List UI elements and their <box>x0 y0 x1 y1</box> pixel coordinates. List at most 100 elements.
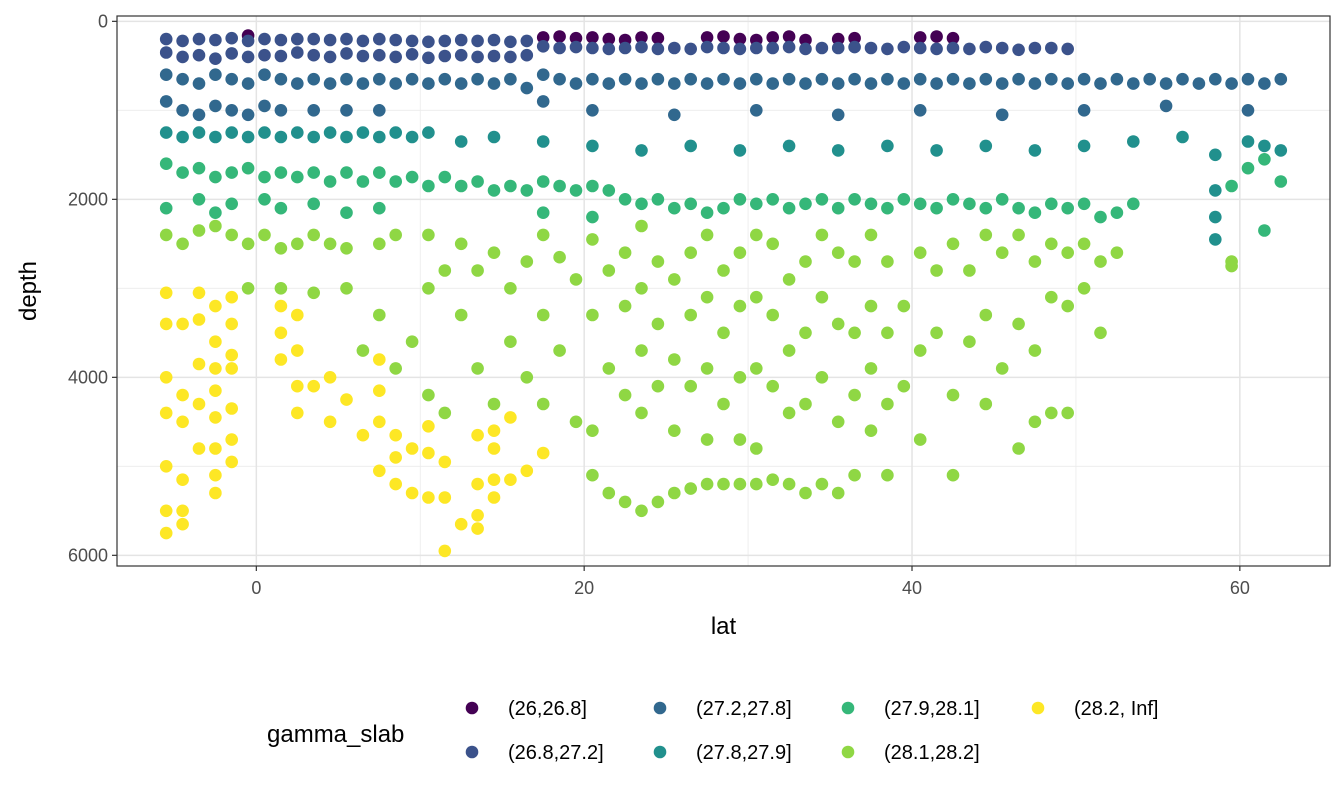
data-point <box>864 197 878 211</box>
data-point <box>930 201 943 215</box>
data-point <box>274 326 288 340</box>
data-point <box>340 166 353 179</box>
data-point <box>438 264 452 277</box>
data-point <box>766 41 779 55</box>
data-point <box>831 246 845 259</box>
data-point <box>815 290 829 304</box>
data-point <box>307 228 321 242</box>
data-point <box>356 428 370 442</box>
data-point <box>569 31 583 45</box>
data-point <box>1258 139 1271 153</box>
data-point <box>651 255 665 268</box>
data-point <box>881 72 894 86</box>
data-point <box>668 486 681 500</box>
data-point <box>733 371 747 384</box>
x-axis-ticks: 0 20 40 60 <box>251 566 1250 598</box>
data-point <box>979 72 993 86</box>
data-point <box>176 473 189 487</box>
data-point <box>504 282 517 295</box>
data-point <box>192 357 206 371</box>
data-point <box>602 32 616 46</box>
data-point <box>864 41 878 55</box>
data-point <box>881 201 894 215</box>
data-point <box>848 388 861 402</box>
data-point <box>864 299 878 313</box>
data-point <box>602 77 616 90</box>
data-point <box>1028 344 1042 357</box>
data-point <box>913 72 927 86</box>
data-point <box>159 201 173 215</box>
data-point <box>323 371 337 384</box>
data-point <box>487 397 501 411</box>
data-point <box>1061 77 1074 90</box>
data-point <box>586 424 599 438</box>
data-point <box>422 77 435 90</box>
data-point <box>291 46 304 59</box>
data-point <box>487 246 501 259</box>
data-point <box>848 40 861 54</box>
data-point <box>1045 290 1058 304</box>
data-point <box>274 242 288 255</box>
data-point <box>586 72 599 86</box>
data-point <box>766 193 779 206</box>
data-point <box>750 41 763 55</box>
y-tick-label: 2000 <box>68 189 108 209</box>
data-point <box>274 49 288 63</box>
data-point <box>373 72 386 86</box>
y-tick-label: 4000 <box>68 367 108 387</box>
data-point <box>1274 175 1288 188</box>
data-point <box>553 344 566 357</box>
data-point <box>995 362 1009 375</box>
data-point <box>750 228 763 242</box>
data-point <box>618 299 632 313</box>
data-point <box>1028 77 1042 90</box>
data-point <box>881 255 894 268</box>
data-point <box>782 344 796 357</box>
data-point <box>471 509 484 522</box>
data-point <box>946 72 960 86</box>
data-point <box>1012 317 1025 331</box>
data-point <box>307 32 321 46</box>
data-point <box>389 126 403 139</box>
data-point <box>274 72 288 86</box>
data-point <box>225 166 238 179</box>
data-point <box>897 379 911 393</box>
data-point <box>487 491 501 504</box>
data-point <box>635 144 648 157</box>
data-point <box>373 166 386 179</box>
data-point <box>717 477 730 491</box>
data-point <box>553 250 566 264</box>
data-point <box>651 193 665 206</box>
data-point <box>291 170 304 184</box>
data-point <box>536 40 550 53</box>
data-point <box>1159 77 1173 90</box>
data-point <box>569 184 583 197</box>
data-point <box>209 52 222 65</box>
data-point <box>995 108 1009 122</box>
data-point <box>766 473 779 487</box>
data-point <box>225 290 238 304</box>
data-point <box>946 468 960 482</box>
data-point <box>979 397 993 411</box>
data-point <box>471 362 484 375</box>
data-point <box>930 30 943 43</box>
data-point <box>504 72 517 86</box>
data-point <box>258 48 271 62</box>
data-point <box>274 33 288 47</box>
data-point <box>750 104 763 117</box>
data-point <box>536 95 550 108</box>
legend-label: (28.1,28.2] <box>884 742 980 764</box>
data-point <box>176 166 189 179</box>
data-point <box>504 50 517 64</box>
data-point <box>602 362 616 375</box>
data-point <box>1077 197 1091 211</box>
data-point <box>618 495 632 509</box>
data-point <box>979 40 993 54</box>
legend-label: (28.2, Inf] <box>1074 698 1159 720</box>
x-axis-title: lat <box>711 613 737 640</box>
data-point <box>684 246 697 259</box>
data-point <box>1209 210 1222 224</box>
data-point <box>553 41 566 55</box>
data-point <box>602 486 616 500</box>
data-point <box>373 353 386 366</box>
